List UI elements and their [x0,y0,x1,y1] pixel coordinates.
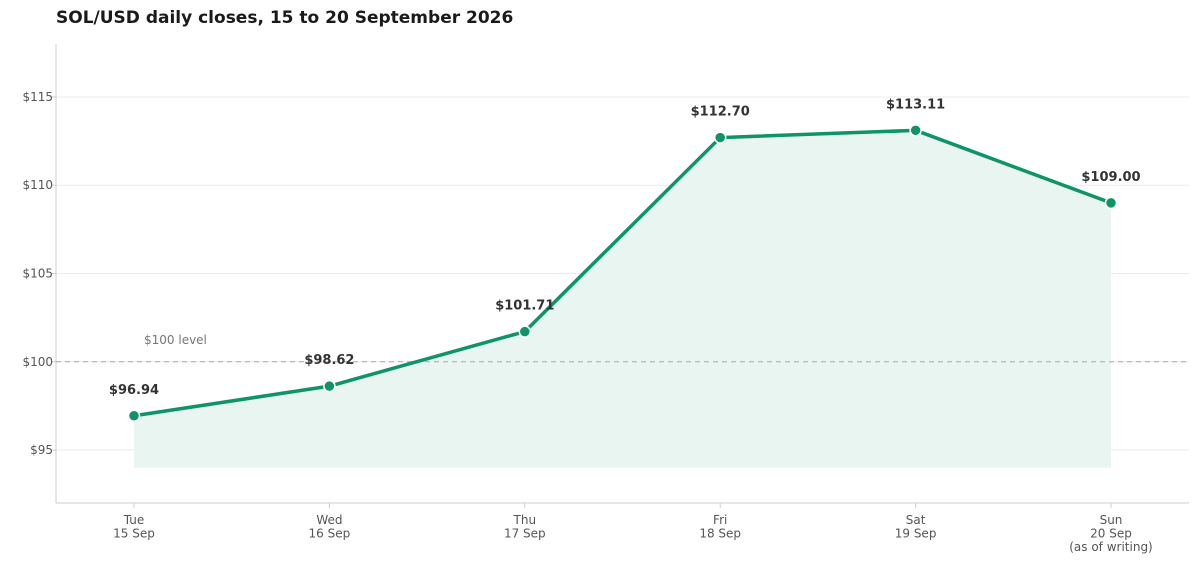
data-label: $112.70 [691,105,750,120]
x-tick-label: Wed 16 Sep [309,513,351,541]
x-tick-label-line: Sat [906,513,926,527]
x-tick-label-line: 18 Sep [699,527,741,541]
data-label: $98.62 [304,353,354,368]
data-label: $101.71 [495,299,554,314]
x-tick-label: Sun 20 Sep (as of writing) [1069,513,1153,554]
x-tick-label-line: Thu [513,513,537,527]
x-tick-label-line: Wed [316,513,342,527]
y-tick-label: $95 [30,443,53,457]
data-label: $113.11 [886,97,945,112]
chart-title: SOL/USD daily closes, 15 to 20 September… [56,8,514,28]
y-tick-label: $105 [22,267,53,281]
y-tick-label: $100 [22,355,53,369]
x-tick-label-line: 20 Sep [1090,527,1132,541]
x-tick-label: Sat 19 Sep [895,513,937,541]
x-tick-label-line: Sun [1100,513,1123,527]
data-point[interactable] [713,131,727,144]
series-line [132,128,1113,418]
x-tick-label-line: Fri [713,513,727,527]
x-tick-label-line: 16 Sep [309,527,351,541]
x-tick-label-line: (as of writing) [1069,540,1153,554]
x-tick-label-line: 15 Sep [113,527,155,541]
data-point[interactable] [323,379,336,393]
x-tick-label-line: 17 Sep [504,527,546,541]
x-tick-label-line: Tue [123,513,145,527]
x-tick-label-line: 19 Sep [895,527,937,541]
x-tick-label: Tue 15 Sep [113,513,155,541]
x-tick-label: Thu 17 Sep [504,513,546,541]
data-point[interactable] [518,325,532,338]
y-tick-label: $115 [22,90,53,104]
area-fill [134,130,1111,468]
reference-line-label: $100 level [144,333,207,347]
y-tick-label: $110 [22,178,53,192]
x-tick-label: Fri 18 Sep [699,513,741,541]
data-point[interactable] [909,124,922,137]
data-label: $96.94 [109,383,159,398]
data-label: $109.00 [1081,170,1140,185]
data-point[interactable] [127,409,141,423]
data-point[interactable] [1104,196,1118,210]
